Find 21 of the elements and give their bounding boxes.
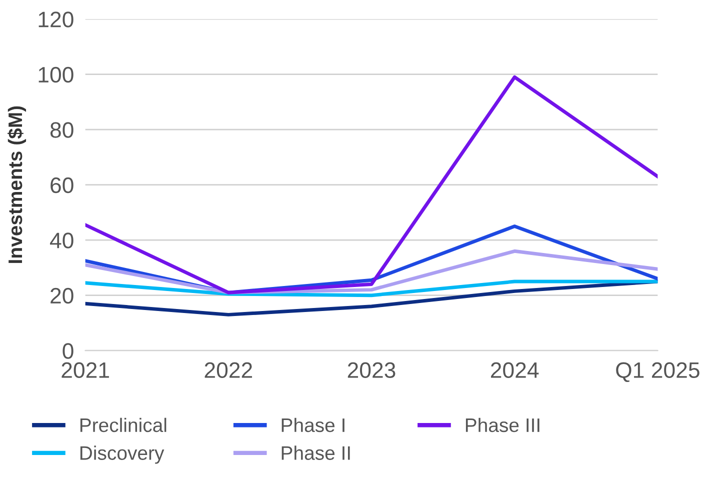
x-tick-label: 2024 bbox=[490, 362, 539, 378]
legend-label: Discovery bbox=[80, 446, 164, 464]
legend-label: Phase I bbox=[282, 418, 344, 432]
line-series bbox=[85, 249, 658, 294]
line-series bbox=[85, 75, 658, 294]
y-axis-title: Investments ($M) bbox=[8, 106, 26, 263]
y-tick-label: 40 bbox=[50, 232, 74, 248]
x-tick-label: 2021 bbox=[62, 362, 109, 378]
x-tick-label: 2023 bbox=[348, 362, 396, 378]
legend-label: Preclinical bbox=[80, 418, 166, 432]
x-tick-label: 2022 bbox=[204, 362, 252, 378]
legend-label: Phase II bbox=[282, 446, 350, 460]
x-tick-label: Q1 2025 bbox=[616, 362, 700, 382]
y-tick-label: 100 bbox=[38, 66, 74, 83]
legend-label: Phase III bbox=[466, 418, 540, 432]
y-tick-label: 20 bbox=[50, 288, 74, 304]
y-tick-label: 60 bbox=[50, 177, 74, 194]
y-tick-label: 80 bbox=[50, 122, 74, 138]
line-series bbox=[85, 280, 658, 298]
y-tick-label: 0 bbox=[62, 343, 74, 359]
y-tick-label: 120 bbox=[38, 12, 74, 28]
